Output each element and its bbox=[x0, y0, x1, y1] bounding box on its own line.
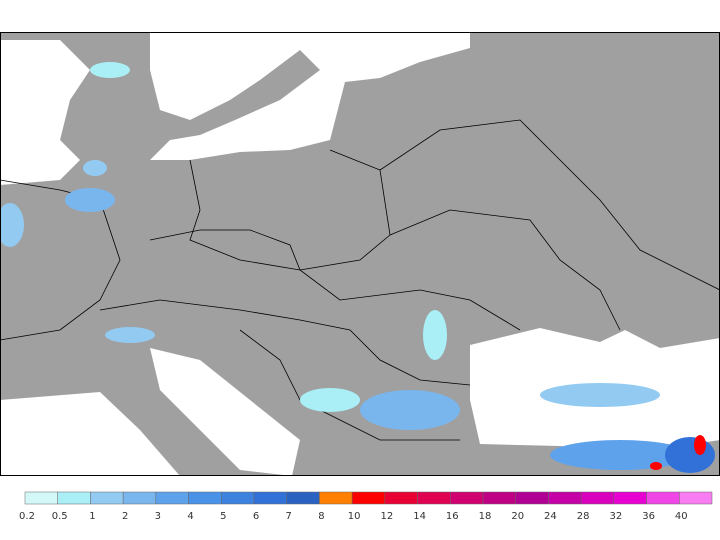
legend-label: 24 bbox=[544, 511, 557, 522]
legend-label: 3 bbox=[155, 511, 161, 522]
rain-area bbox=[90, 62, 130, 78]
border bbox=[149, 229, 521, 331]
borders bbox=[0, 119, 720, 441]
legend-swatch bbox=[515, 491, 549, 505]
legend-swatch bbox=[384, 491, 418, 505]
legend-swatch bbox=[351, 491, 386, 505]
legend-label: 36 bbox=[642, 511, 655, 522]
legend-label: 1 bbox=[89, 511, 95, 522]
legend-swatch bbox=[155, 491, 189, 505]
legend-label: 0.5 bbox=[52, 511, 68, 522]
legend-label: 10 bbox=[348, 511, 361, 522]
border bbox=[99, 299, 471, 386]
legend-label: 5 bbox=[220, 511, 226, 522]
legend-label: 18 bbox=[479, 511, 492, 522]
map bbox=[0, 32, 720, 476]
mediterranean-sea bbox=[0, 392, 180, 476]
rain-area bbox=[423, 310, 447, 360]
legend-label: 16 bbox=[446, 511, 459, 522]
legend-label: 28 bbox=[577, 511, 590, 522]
legend-label: 20 bbox=[511, 511, 524, 522]
legend-label: 8 bbox=[318, 511, 324, 522]
legend-label: 0.2 bbox=[19, 511, 35, 522]
rain-area bbox=[65, 188, 115, 212]
adriatic-sea bbox=[150, 348, 300, 476]
legend-swatch bbox=[188, 491, 222, 505]
border bbox=[0, 179, 121, 341]
legend-label: 7 bbox=[286, 511, 292, 522]
legend-label: 32 bbox=[609, 511, 622, 522]
legend-label: 2 bbox=[122, 511, 128, 522]
legend-label: 4 bbox=[187, 511, 193, 522]
legend-swatch bbox=[580, 491, 615, 505]
rain-area bbox=[300, 388, 360, 412]
legend-swatch bbox=[482, 491, 516, 505]
legend-swatch bbox=[548, 491, 582, 505]
legend-swatch bbox=[319, 491, 353, 505]
north-sea bbox=[0, 40, 90, 185]
baltic-sea bbox=[150, 32, 470, 160]
legend-swatch bbox=[450, 491, 484, 505]
rain-area bbox=[360, 390, 460, 430]
legend-swatch bbox=[57, 491, 91, 505]
legend-label: 12 bbox=[380, 511, 393, 522]
rain-area bbox=[83, 160, 107, 176]
legend-swatch bbox=[253, 491, 287, 505]
rain-area bbox=[105, 327, 155, 343]
legend-swatch bbox=[122, 491, 157, 505]
legend-label: 40 bbox=[675, 511, 688, 522]
legend-swatch bbox=[646, 491, 680, 505]
precipitation bbox=[0, 62, 715, 473]
legend-swatch bbox=[286, 491, 320, 505]
border bbox=[389, 209, 621, 331]
rain-area bbox=[650, 462, 662, 470]
rain-area bbox=[0, 203, 24, 247]
legend-label: 14 bbox=[413, 511, 426, 522]
legend-swatch bbox=[221, 491, 255, 505]
legend-swatch bbox=[613, 491, 647, 505]
legend-swatch bbox=[679, 491, 713, 505]
border bbox=[379, 119, 720, 291]
rain-area bbox=[694, 435, 706, 455]
legend-swatch bbox=[417, 491, 451, 505]
rain-area bbox=[540, 383, 660, 407]
rain-area bbox=[665, 437, 715, 473]
legend-swatch bbox=[90, 491, 124, 505]
legend: 0.2 0.5 1 2 3 4 5 6 7 8 10 12 14 16 18 20 24 28 32 36 40 bbox=[19, 491, 713, 522]
legend-swatch bbox=[24, 491, 58, 505]
legend-label: 6 bbox=[253, 511, 259, 522]
